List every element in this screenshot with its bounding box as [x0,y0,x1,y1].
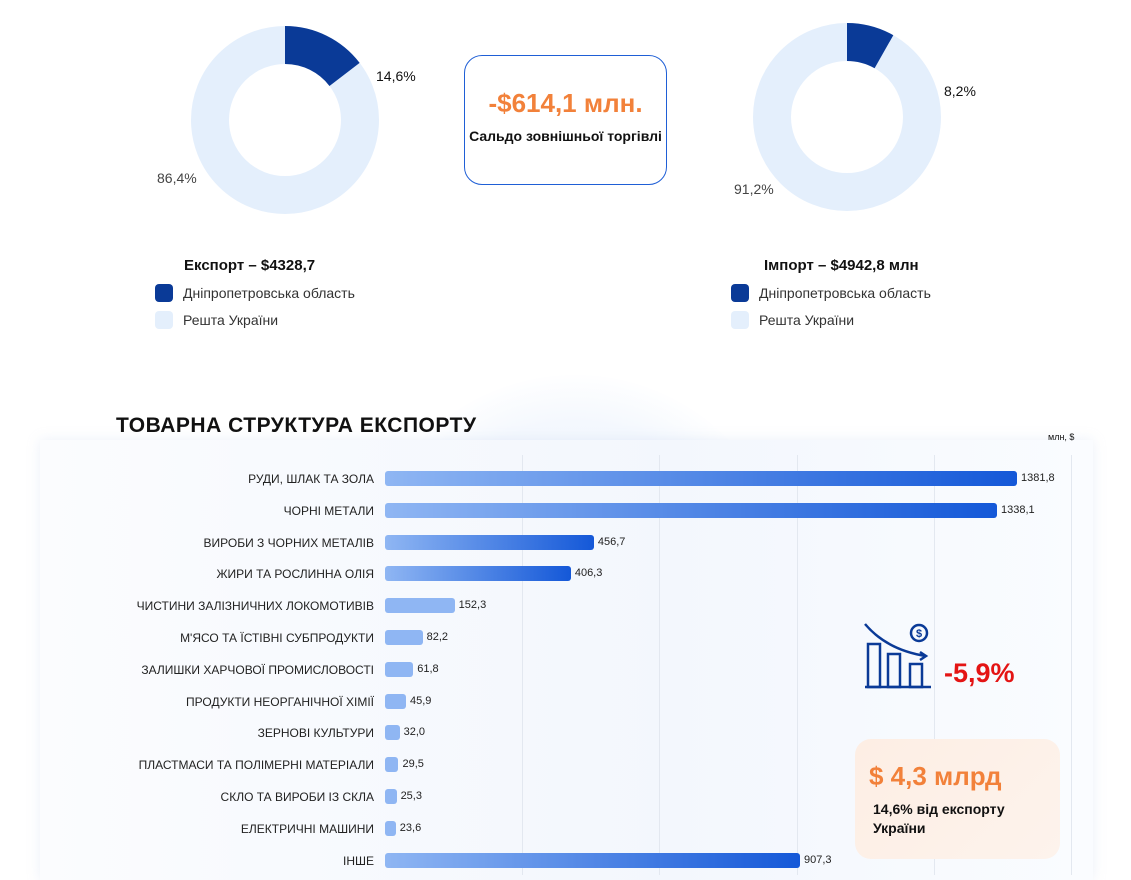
data-label: 456,7 [597,535,626,548]
data-label: 61,8 [417,662,439,675]
data-label: 152,3 [458,599,487,612]
category-label: РУДИ, ШЛАК ТА ЗОЛА [248,472,374,486]
summary-card: $ 4,3 млрд 14,6% від експорту України [855,739,1060,859]
gridline [796,455,798,875]
declining-bar-chart-dollar-icon: $ [862,622,932,695]
legend-label: Решта України [183,312,279,328]
export-rest-pct: 86,4% [157,170,197,186]
legend-swatch [155,284,173,302]
trade-balance-value: -$614,1 млн. [488,88,643,118]
donut-rest-slice [753,23,941,211]
category-label: СКЛО ТА ВИРОБИ ІЗ СКЛА [220,790,374,804]
bar [385,471,1017,486]
category-label: ЧИСТИНИ ЗАЛІЗНИЧНИХ ЛОКОМОТИВІВ [136,599,374,614]
legend-swatch [731,311,749,329]
category-label: М'ЯСО ТА ЇСТІВНІ СУБПРОДУКТИ [180,631,374,645]
bar [385,630,423,645]
gridline [522,455,524,875]
data-label: 23,6 [399,821,422,834]
bar [385,757,399,773]
category-label: ВИРОБИ З ЧОРНИХ МЕТАЛІВ [203,535,375,550]
bar [385,566,571,582]
data-label: 32,0 [403,726,426,739]
legend-label: Дніпропетровська область [183,285,355,301]
data-label: 1381,8 [1021,472,1055,484]
export-donut [191,26,379,214]
change-value: -5,9% [944,658,1015,688]
legend-item-region: Дніпропетровська область [731,284,931,302]
bar [385,725,400,741]
trade-balance-label: Сальдо зовнішньої торгівлі [469,128,662,144]
summary-value: $ 4,3 млрд [869,761,1002,791]
gridline [659,455,661,875]
legend-item-rest: Решта України [155,311,278,329]
category-label: ІНШЕ [342,853,374,868]
bar [385,661,414,677]
export-title: Експорт – $4328,7 [184,257,316,274]
bar [385,502,997,518]
gridline [1071,455,1073,875]
data-label: 45,9 [409,694,432,707]
import-region-pct: 8,2% [944,83,976,99]
trade-balance-card: -$614,1 млн. Сальдо зовнішньої торгівлі [464,55,667,185]
legend-item-region: Дніпропетровська область [155,284,355,302]
data-label: 29,5 [402,758,424,771]
chart-unit: млн, $ [1048,432,1075,442]
data-label: 25,3 [400,790,422,802]
category-label: ЖИРИ ТА РОСЛИННА ОЛІЯ [216,567,374,582]
bar [385,598,455,614]
legend-swatch [155,311,173,329]
bar [385,789,397,804]
legend-label: Решта України [759,312,855,328]
donut-region-slice [846,23,894,69]
chart-title: ТОВАРНА СТРУКТУРА ЕКСПОРТУ [116,414,477,437]
gridline [933,455,935,875]
data-label: 82,2 [426,631,449,643]
category-label: ЕЛЕКТРИЧНІ МАШИНИ [240,821,374,836]
bar [385,534,594,550]
category-label: ПРОДУКТИ НЕОРГАНІЧНОЇ ХІМІЇ [186,694,374,709]
category-label: ЧОРНІ МЕТАЛИ [283,503,374,518]
legend-label: Дніпропетровська область [759,285,931,301]
category-label: ПЛАСТМАСИ ТА ПОЛІМЕРНІ МАТЕРІАЛИ [138,758,374,773]
svg-text:$: $ [916,628,922,640]
category-label: ЗАЛИШКИ ХАРЧОВОЇ ПРОМИСЛОВОСТІ [141,662,374,677]
legend-item-rest: Решта України [731,311,854,329]
export-region-pct: 14,6% [376,68,416,84]
donut-region-slice [284,26,360,87]
summary-label: 14,6% від експорту України [873,801,1005,836]
bar [385,852,800,868]
import-donut [753,23,941,211]
import-title: Імпорт – $4942,8 млн [764,257,919,274]
import-rest-pct: 91,2% [734,181,774,197]
data-label: 1338,1 [1001,503,1035,516]
category-label: ЗЕРНОВІ КУЛЬТУРИ [257,726,374,741]
legend-swatch [731,284,749,302]
data-label: 406,3 [574,567,603,580]
bar [385,693,406,709]
bar [385,820,396,836]
